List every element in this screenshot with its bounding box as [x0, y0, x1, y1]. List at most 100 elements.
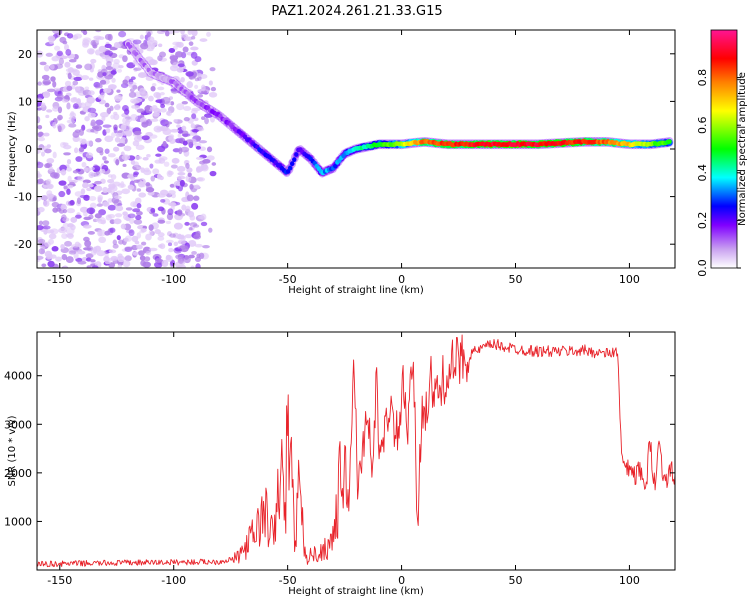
spectrogram-noise-speckle [127, 184, 135, 190]
spectrogram-noise-speckle [114, 136, 121, 143]
spectrogram-noise-speckle [108, 249, 117, 254]
spectrogram-noise-speckle [138, 192, 147, 198]
spectrogram-noise-speckle [48, 233, 57, 240]
colorbar-tick-label: 0.4 [696, 164, 709, 182]
spectrogram-noise-speckle [78, 128, 85, 136]
spectrogram-noise-speckle [195, 166, 201, 173]
spectrogram-noise-speckle [136, 108, 145, 113]
spectrogram-noise-speckle [88, 171, 95, 179]
snr-x-ticks: -150 -100 -50 0 50 100 [47, 332, 640, 587]
spectrogram-noise-speckle [171, 157, 180, 164]
spectrogram-noise-speckle [37, 224, 44, 231]
spectrogram-noise-speckle [194, 256, 202, 262]
spectrogram-noise-speckle [113, 126, 118, 134]
spectrogram-noise-speckle [102, 124, 112, 128]
spectrogram-noise-speckle [195, 145, 201, 150]
spectrogram-noise-speckle [95, 218, 103, 222]
spectrogram-noise-speckle [125, 119, 130, 126]
spectrogram-noise-speckle [56, 50, 63, 57]
spectrogram-noise-speckle [105, 128, 111, 134]
spectrogram-noise-speckle [92, 246, 98, 254]
spectrogram-noise-speckle [87, 107, 97, 113]
spectrogram-noise-speckle [176, 67, 184, 73]
snr-series-line [37, 334, 675, 568]
spectrogram-noise-speckle [100, 168, 106, 174]
spectrogram-noise-speckle [102, 201, 110, 207]
spectrogram-noise-speckle [185, 205, 191, 213]
spectrogram-noise-speckle [195, 263, 201, 268]
spectrogram-noise-speckle [37, 107, 42, 111]
snr-x-tick-label: -150 [47, 574, 72, 587]
spectrogram-noise-speckle [124, 246, 134, 251]
spectrogram-noise-speckle [57, 125, 62, 133]
spectrogram-noise-speckle [38, 220, 43, 226]
spectrogram-noise-speckle [117, 253, 123, 259]
spectrogram-noise-speckle [176, 165, 186, 173]
spectrogram-noise-speckle [74, 191, 83, 197]
spectrogram-noise-speckle [147, 36, 155, 43]
spectrogram-noise-speckle [165, 255, 173, 262]
spectrogram-noise-speckle [95, 119, 104, 126]
spectrogram-noise-speckle [133, 179, 141, 183]
spectrogram-noise-speckle [190, 46, 199, 51]
spectrogram-noise-speckle [69, 112, 77, 119]
colorbar-tick-label: 0.8 [696, 69, 709, 87]
spectrogram-noise-speckle [133, 219, 143, 225]
spectrogram-noise-speckle [104, 102, 110, 108]
spectrogram-noise-speckle [117, 264, 122, 268]
spectrogram-noise-speckle [122, 163, 127, 167]
spectrogram-noise-speckle [44, 163, 51, 169]
spectrogram-noise-speckle [128, 91, 137, 98]
spectrogram-noise-speckle [191, 202, 199, 210]
spectrogram-noise-speckle [84, 101, 92, 108]
spectrogram-ridge [124, 39, 674, 178]
spectrogram-noise-speckle [114, 94, 123, 102]
spectrogram-noise-speckle [68, 58, 77, 63]
spectrogram-noise-speckle [88, 196, 97, 201]
spectrogram-noise-speckle [148, 134, 158, 139]
spectrogram-noise-speckle [61, 253, 68, 261]
spectrogram-noise-speckle [68, 123, 77, 128]
spectrogram-noise-speckle [51, 56, 60, 62]
spectrogram-noise-speckle [89, 259, 96, 263]
spectrogram-noise-speckle [158, 43, 163, 48]
spectrogram-noise-speckle [194, 84, 199, 89]
spectrogram-noise-speckle [130, 76, 136, 81]
spectrogram-noise-speckle [66, 158, 72, 165]
spectrogram-noise-speckle [140, 227, 147, 233]
spectrogram-noise-speckle [127, 213, 136, 219]
spectrogram-noise-speckle [178, 240, 186, 245]
spectrogram-noise-speckle [86, 245, 94, 252]
spectrogram-noise-speckle [63, 265, 68, 268]
spectrogram-noise-speckle [81, 161, 87, 168]
spectrogram-noise-speckle [96, 203, 103, 207]
snr-x-tick-label: 0 [398, 574, 405, 587]
spectrogram-noise-speckle [39, 147, 47, 151]
spectrogram-noise-speckle [208, 91, 218, 98]
spectrogram-noise-speckle [97, 83, 103, 89]
spectrogram-ridge-cell [292, 157, 297, 163]
spectrogram-noise-speckle [161, 96, 171, 104]
spectrogram-noise-speckle [191, 128, 199, 133]
spectrogram-noise-speckle [99, 112, 109, 118]
spectrogram-noise-speckle [139, 34, 144, 40]
spectrogram-noise-speckle [49, 254, 57, 259]
spectrogram-y-tick-label: 10 [18, 95, 32, 108]
spectrogram-noise-speckle [199, 38, 208, 42]
spectrogram-noise-speckle [64, 95, 70, 100]
spectrogram-noise-speckle [74, 241, 81, 247]
spectrogram-noise-speckle [87, 230, 95, 235]
spectrogram-noise-speckle [65, 49, 72, 56]
spectrogram-noise-speckle [142, 156, 149, 161]
spectrogram-noise-speckle [130, 113, 139, 121]
spectrogram-noise-speckle [61, 203, 67, 209]
spectrogram-noise-speckle [157, 232, 165, 238]
spectrogram-noise-speckle [82, 224, 92, 229]
spectrogram-noise-speckle [167, 208, 174, 216]
spectrogram-noise-speckle [79, 194, 89, 199]
spectrogram-noise-speckle [118, 30, 127, 38]
spectrogram-noise-speckle [133, 130, 142, 136]
spectrogram-noise-speckle [90, 119, 96, 127]
spectrogram-noise-speckle [37, 255, 44, 260]
spectrogram-noise-speckle [84, 63, 93, 71]
